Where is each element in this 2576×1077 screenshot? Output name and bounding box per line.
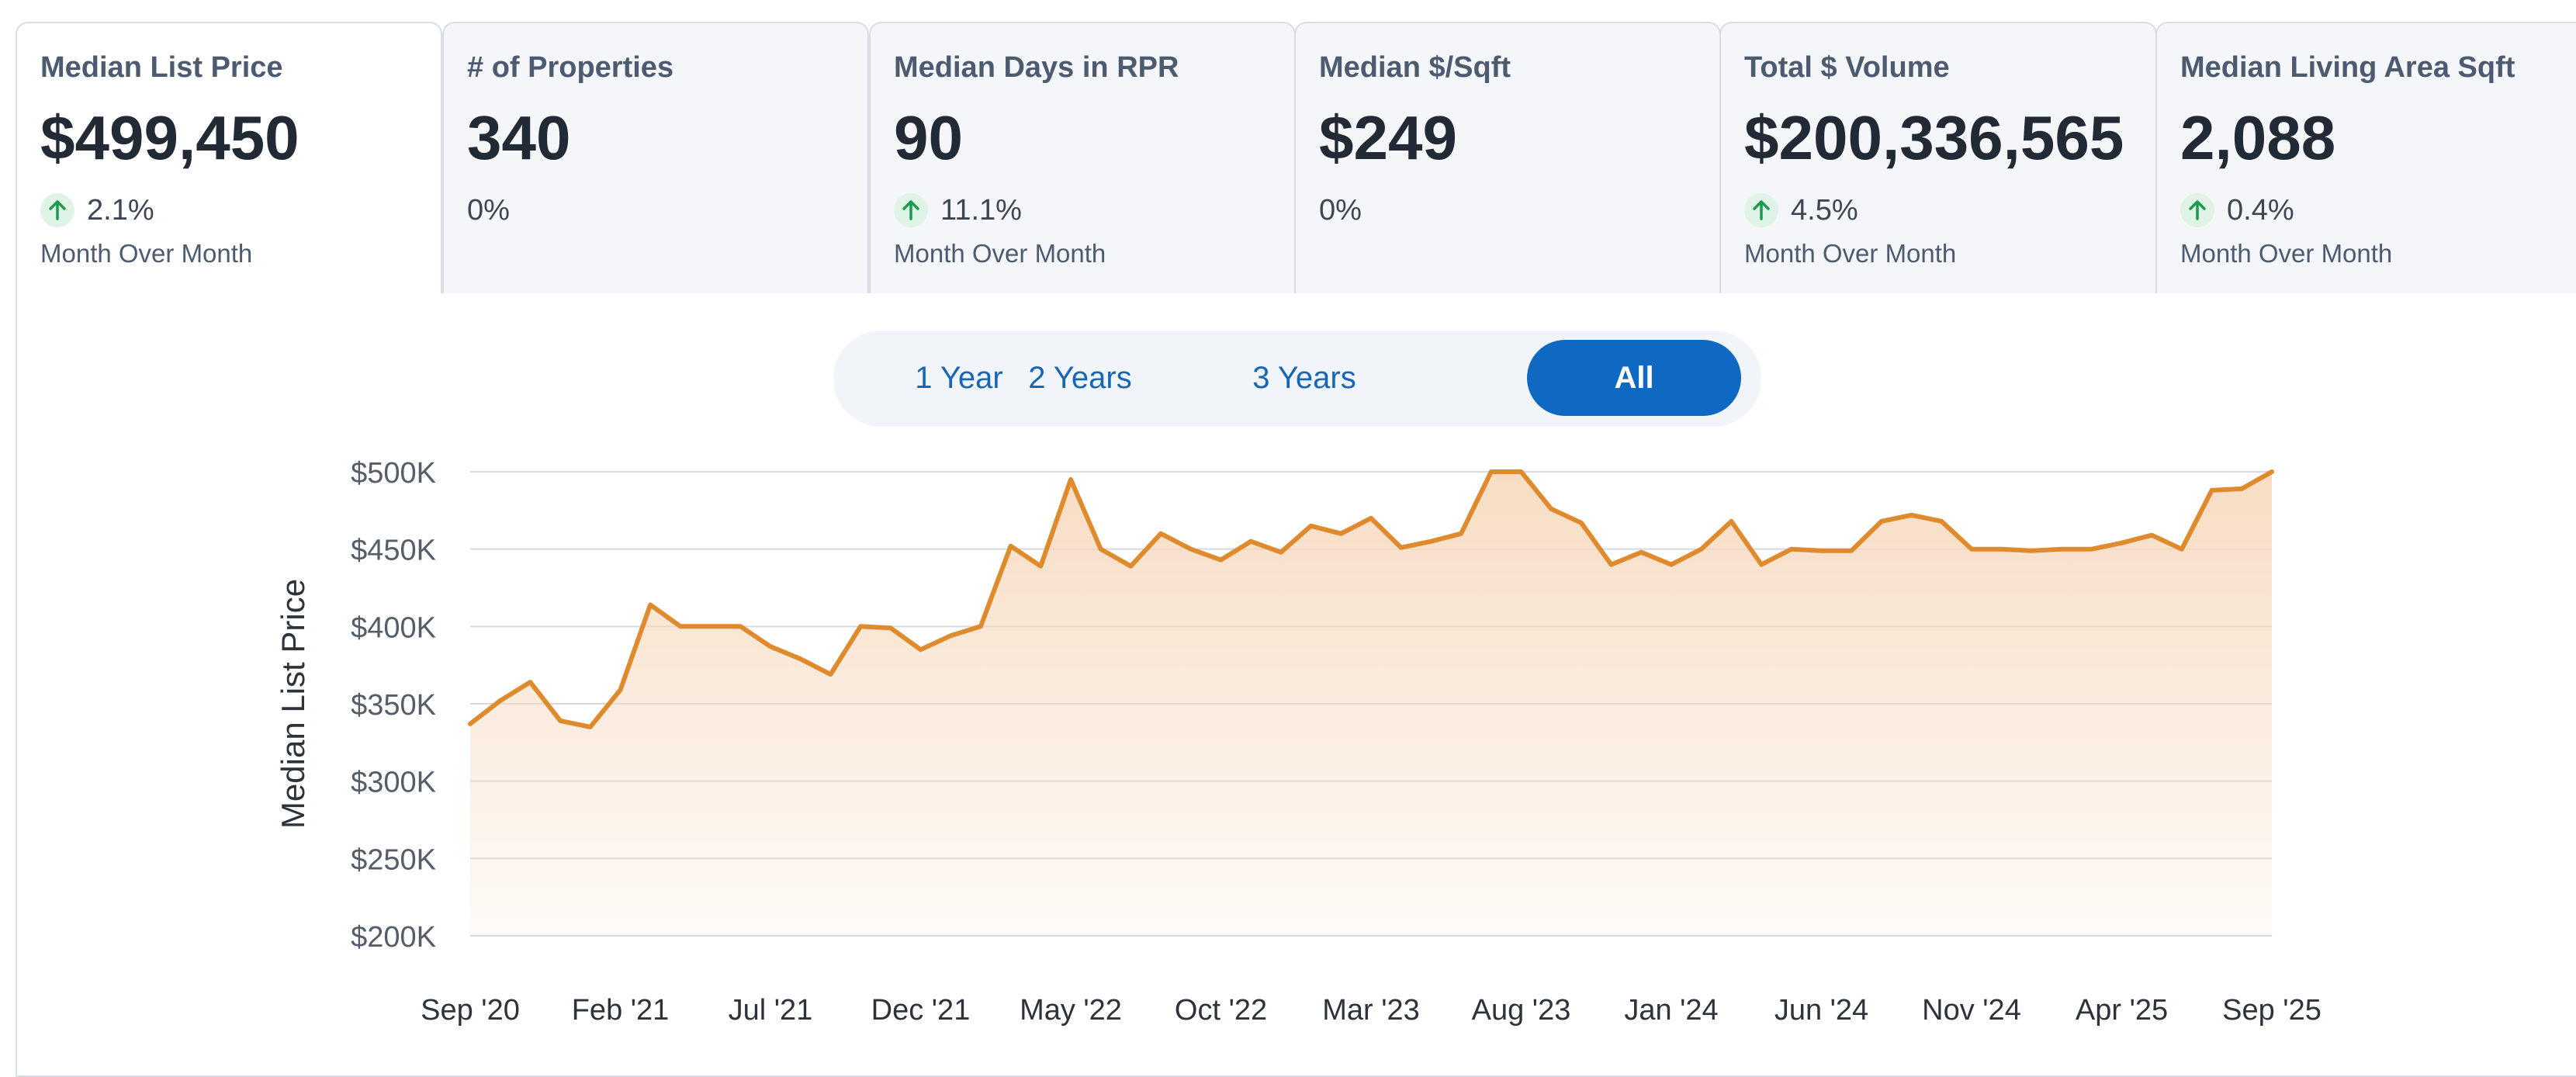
y-tick-label: $350K	[351, 689, 436, 722]
series-area	[470, 472, 2272, 936]
metric-tab-change: 0%	[467, 192, 867, 228]
x-tick-label: Mar '23	[1322, 994, 1420, 1027]
metric-tab-change: 4.5%	[1744, 192, 2155, 228]
metric-tab-change-value: 0.4%	[2227, 193, 2294, 227]
y-tick-label: $500K	[351, 457, 436, 490]
x-tick-label: Jun '24	[1774, 994, 1868, 1027]
metric-tab-2[interactable]: Median Days in RPR 90 11.1% Month Over Mont…	[869, 22, 1296, 293]
metric-tab-change-value: 4.5%	[1791, 193, 1858, 227]
metric-tab-5[interactable]: Median Living Area Sqft 2,088 0.4% Month Ov…	[2155, 22, 2576, 293]
metric-tab-title: Median Living Area Sqft	[2180, 51, 2515, 84]
metric-tab-change-value: 11.1%	[940, 193, 1022, 227]
range-3-years-button[interactable]: 3 Years	[1252, 360, 1356, 395]
metric-tab-1[interactable]: # of Properties 340 0%	[442, 22, 869, 293]
x-tick-label: Jul '21	[729, 994, 813, 1027]
arrow-up-icon	[2180, 193, 2214, 227]
metric-tab-change-value: 0%	[467, 193, 510, 227]
time-range-selector: 1 Year 2 Years 3 Years All	[833, 331, 1761, 427]
metric-tab-title: Median Days in RPR	[894, 51, 1179, 84]
metric-tab-value: 90	[894, 103, 963, 172]
y-tick-label: $250K	[351, 843, 436, 876]
x-tick-label: May '22	[1020, 994, 1122, 1027]
metric-tab-value: $499,450	[40, 103, 299, 172]
x-tick-label: Jan '24	[1624, 994, 1718, 1027]
metric-tab-3[interactable]: Median $/Sqft $249 0%	[1294, 22, 1721, 293]
metric-tab-note: Month Over Month	[40, 239, 253, 268]
metric-tab-title: Total $ Volume	[1744, 51, 1950, 84]
metric-tab-value: 2,088	[2180, 103, 2336, 172]
y-axis-label: Median List Price	[275, 579, 311, 829]
x-tick-label: Dec '21	[871, 994, 971, 1027]
metric-tab-note: Month Over Month	[1744, 239, 1957, 268]
y-tick-label: $400K	[351, 611, 436, 644]
metric-tab-change: 2.1%	[40, 192, 441, 228]
metric-tab-change-value: 0%	[1319, 193, 1362, 227]
arrow-up-icon	[40, 193, 74, 227]
metric-tab-value: $200,336,565	[1744, 103, 2124, 172]
metric-tab-change: 0%	[1319, 192, 1719, 228]
x-tick-label: Aug '23	[1472, 994, 1571, 1027]
x-tick-label: Sep '25	[2222, 994, 2322, 1027]
metric-tab-title: # of Properties	[467, 51, 674, 84]
metric-tab-0[interactable]: Median List Price $499,450 2.1% Month Over …	[16, 22, 442, 301]
x-tick-label: Apr '25	[2076, 994, 2168, 1027]
metric-tab-value: $249	[1319, 103, 1457, 172]
x-tick-label: Feb '21	[572, 994, 670, 1027]
metric-tab-note: Month Over Month	[2180, 239, 2393, 268]
y-tick-label: $450K	[351, 535, 436, 567]
metric-tabs: Median List Price $499,450 2.1% Month Over …	[16, 22, 2576, 301]
y-tick-label: $300K	[351, 767, 436, 799]
series-line	[468, 469, 2274, 729]
metric-tab-change-value: 2.1%	[87, 193, 154, 227]
range-all-button[interactable]: All	[1527, 340, 1741, 416]
metric-tab-4[interactable]: Total $ Volume $200,336,565 4.5% Month Over…	[1719, 22, 2157, 293]
x-tick-label: Oct '22	[1175, 994, 1267, 1027]
x-tick-label: Sep '20	[421, 994, 520, 1027]
range-1-year-button[interactable]: 1 Year	[915, 360, 1003, 395]
y-tick-label: $200K	[351, 921, 436, 954]
metric-tab-change: 11.1%	[894, 192, 1294, 228]
arrow-up-icon	[1744, 193, 1778, 227]
arrow-up-icon	[894, 193, 928, 227]
metric-tab-note: Month Over Month	[894, 239, 1106, 268]
metric-tab-value: 340	[467, 103, 571, 172]
x-tick-label: Nov '24	[1922, 994, 2021, 1027]
range-2-years-button[interactable]: 2 Years	[1028, 360, 1132, 395]
metric-tab-change: 0.4%	[2180, 192, 2576, 228]
metric-tab-title: Median $/Sqft	[1319, 51, 1511, 84]
metric-tab-title: Median List Price	[40, 51, 283, 84]
